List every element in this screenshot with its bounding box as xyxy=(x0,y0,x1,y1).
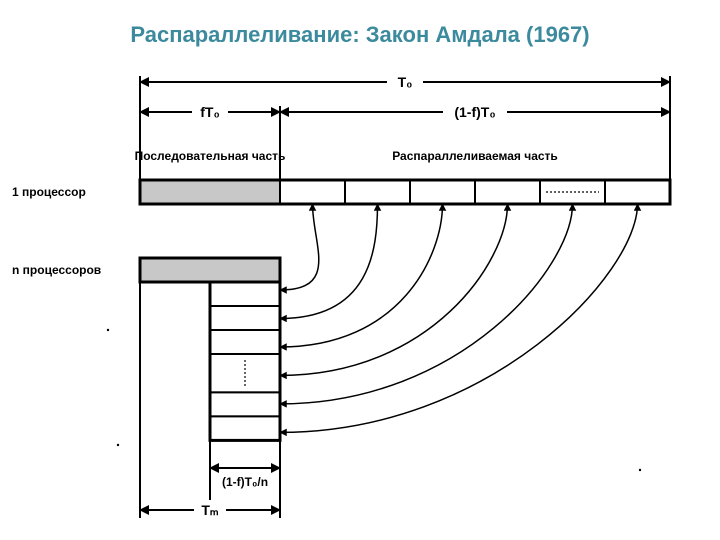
svg-text:Tₘ: Tₘ xyxy=(201,502,219,518)
svg-text:n процессоров: n процессоров xyxy=(12,263,101,277)
svg-text:(1-f)T₀/n: (1-f)T₀/n xyxy=(222,475,268,489)
svg-text:(1-f)T₀: (1-f)T₀ xyxy=(454,104,495,120)
svg-text:Распараллеливаемая часть: Распараллеливаемая часть xyxy=(392,149,558,163)
svg-text:Последовательная часть: Последовательная часть xyxy=(135,149,286,163)
amdahl-diagram: T₀ fT₀ (1-f)T₀ Последовательная часть Распар… xyxy=(0,0,720,540)
svg-text:T₀: T₀ xyxy=(398,74,413,90)
svg-text:fT₀: fT₀ xyxy=(200,104,220,120)
svg-text:1 процессор: 1 процессор xyxy=(12,185,86,199)
